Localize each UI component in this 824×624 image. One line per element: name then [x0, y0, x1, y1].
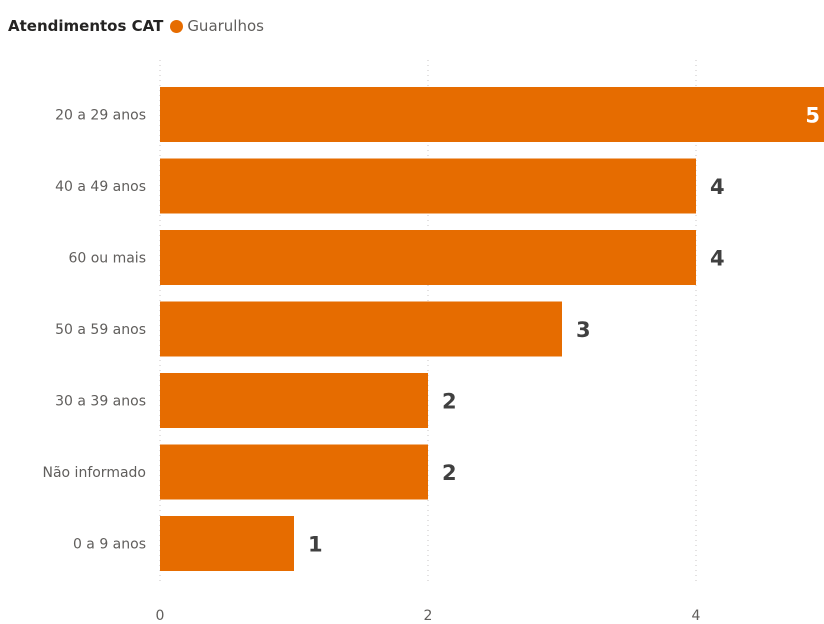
bar — [160, 87, 824, 142]
bar — [160, 373, 428, 428]
category-label: Não informado — [42, 465, 146, 481]
bar — [160, 230, 696, 285]
category-label: 0 a 9 anos — [73, 537, 146, 553]
legend-series-name: Guarulhos — [187, 17, 264, 35]
bar — [160, 516, 294, 571]
x-tick-label: 0 — [156, 608, 165, 624]
data-label: 1 — [308, 533, 323, 557]
data-label: 4 — [710, 247, 725, 271]
bar — [160, 301, 562, 357]
chart-title: Atendimentos CAT — [8, 17, 164, 35]
x-tick-label: 4 — [692, 608, 701, 624]
bar — [160, 158, 696, 214]
data-label: 2 — [442, 461, 457, 485]
x-tick-label: 2 — [424, 608, 433, 624]
category-label: 60 ou mais — [68, 251, 146, 267]
data-label: 2 — [442, 390, 457, 414]
legend-marker-icon — [170, 19, 184, 33]
data-label: 4 — [710, 175, 725, 199]
data-label: 3 — [576, 318, 591, 342]
category-label: 50 a 59 anos — [55, 322, 146, 338]
legend: Atendimentos CAT Guarulhos — [8, 14, 264, 38]
category-label: 40 a 49 anos — [55, 179, 146, 195]
bar — [160, 444, 428, 500]
category-label: 30 a 39 anos — [55, 394, 146, 410]
data-label: 5 — [805, 104, 820, 128]
category-label: 20 a 29 anos — [55, 108, 146, 124]
